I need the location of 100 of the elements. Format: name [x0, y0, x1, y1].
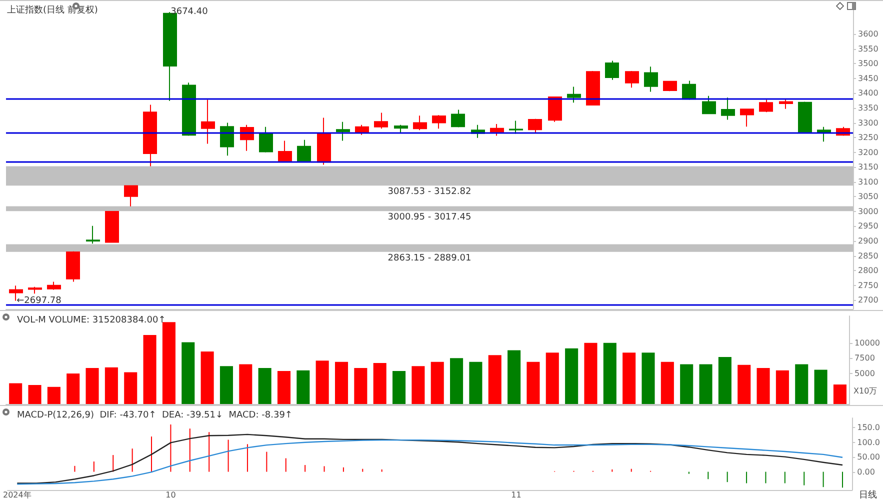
candlestick: [567, 86, 581, 104]
bar: [680, 364, 694, 404]
y-tick-label: 3400: [858, 88, 878, 98]
bar: [143, 334, 156, 404]
band-label: 3000.95 - 3017.45: [388, 212, 472, 223]
candlestick: [394, 124, 408, 134]
bar: [776, 370, 789, 404]
candlestick: [817, 126, 831, 142]
bar: [220, 366, 233, 404]
bar: [660, 362, 674, 404]
bar: [354, 368, 368, 404]
y-tick-label: 2800: [858, 266, 878, 276]
bar: [392, 371, 406, 404]
candlestick: [86, 225, 100, 244]
candlestick: [317, 117, 331, 166]
candlestick: [413, 115, 427, 131]
bar: [373, 363, 386, 404]
candlestick: [682, 80, 696, 100]
candlestick: [740, 108, 754, 128]
y-tick-label: 50.00: [857, 452, 880, 462]
y-tick-label: 3250: [858, 133, 878, 142]
bar: [488, 355, 502, 404]
bar: [756, 368, 770, 404]
band-label: 2863.15 - 2889.01: [388, 253, 472, 264]
y-tick-label: 3300: [858, 118, 878, 128]
bar: [258, 368, 272, 404]
y-tick-label: 7500: [854, 354, 875, 363]
candlestick: [605, 60, 619, 80]
y-tick-label: 3000: [858, 206, 878, 216]
y-axis-title: X10万: [854, 386, 878, 396]
x-tick-label: 10: [166, 490, 176, 500]
bar: [239, 364, 252, 404]
y-tick-label: 3550: [858, 44, 878, 54]
y-tick-label: 5000: [854, 368, 875, 378]
bar: [738, 364, 751, 404]
y-tick-label: 3150: [858, 162, 878, 172]
y-tick-label: 2900: [858, 236, 878, 246]
candlestick: [47, 281, 61, 290]
candlestick: [143, 104, 157, 167]
candlestick: [278, 140, 292, 162]
y-tick-label: 3050: [858, 192, 878, 202]
candlestick: [374, 112, 388, 130]
y-tick-label: 2700: [858, 296, 878, 305]
candlestick: [66, 250, 80, 282]
y-tick-label: 150.0: [857, 423, 880, 432]
candlestick: [28, 286, 42, 294]
bar: [450, 358, 464, 404]
bar: [526, 362, 540, 404]
bar: [642, 352, 655, 404]
bar: [162, 322, 176, 404]
y-tick-label: 3200: [858, 148, 878, 157]
candlestick: [509, 120, 523, 134]
bar: [66, 373, 80, 404]
candlestick: [702, 95, 716, 114]
y-tick-label: 3450: [858, 74, 878, 83]
candlestick: [432, 114, 446, 130]
bar: [546, 352, 559, 404]
bar: [86, 368, 99, 404]
candlestick: [663, 80, 677, 92]
bar: [277, 371, 291, 404]
annotation: ←2697.78: [16, 296, 62, 306]
bar: [795, 364, 808, 404]
candlestick: [259, 126, 273, 153]
bar: [430, 362, 444, 404]
candlestick: [451, 109, 465, 128]
bar: [508, 350, 521, 404]
y-tick-label: 10000: [854, 338, 880, 348]
annotation: 3674.40: [170, 7, 208, 18]
candlestick: [220, 122, 234, 156]
bar: [104, 367, 118, 404]
bar: [814, 370, 828, 404]
candlestick: [528, 118, 542, 134]
candlestick: [336, 121, 350, 142]
y-tick-label: 3600: [858, 30, 878, 39]
x-tick-label: 11: [511, 490, 522, 500]
y-tick-label: 0.00: [857, 467, 875, 476]
candlestick: [798, 101, 812, 132]
bar: [124, 372, 138, 404]
candlestick: [548, 96, 562, 122]
bar: [584, 342, 598, 404]
y-tick-label: 2750: [858, 280, 878, 290]
bar: [9, 383, 22, 404]
bar: [718, 356, 732, 404]
candlestick: [625, 70, 639, 88]
band-label: 3087.53 - 3152.82: [388, 187, 472, 198]
text: 日线: [859, 490, 877, 500]
candlestick: [586, 70, 600, 106]
bar: [699, 364, 712, 404]
candlestick: [779, 98, 793, 110]
candlestick: [124, 185, 138, 207]
bar: [28, 385, 42, 404]
candlestick: [490, 123, 504, 136]
y-tick-label: 2950: [858, 222, 878, 231]
y-tick-label: 2850: [858, 251, 878, 260]
candlestick: [201, 99, 215, 144]
bar: [622, 352, 636, 404]
candlestick: [721, 97, 735, 120]
bar: [412, 366, 425, 404]
bar: [47, 386, 60, 404]
candlestick: [759, 99, 773, 113]
